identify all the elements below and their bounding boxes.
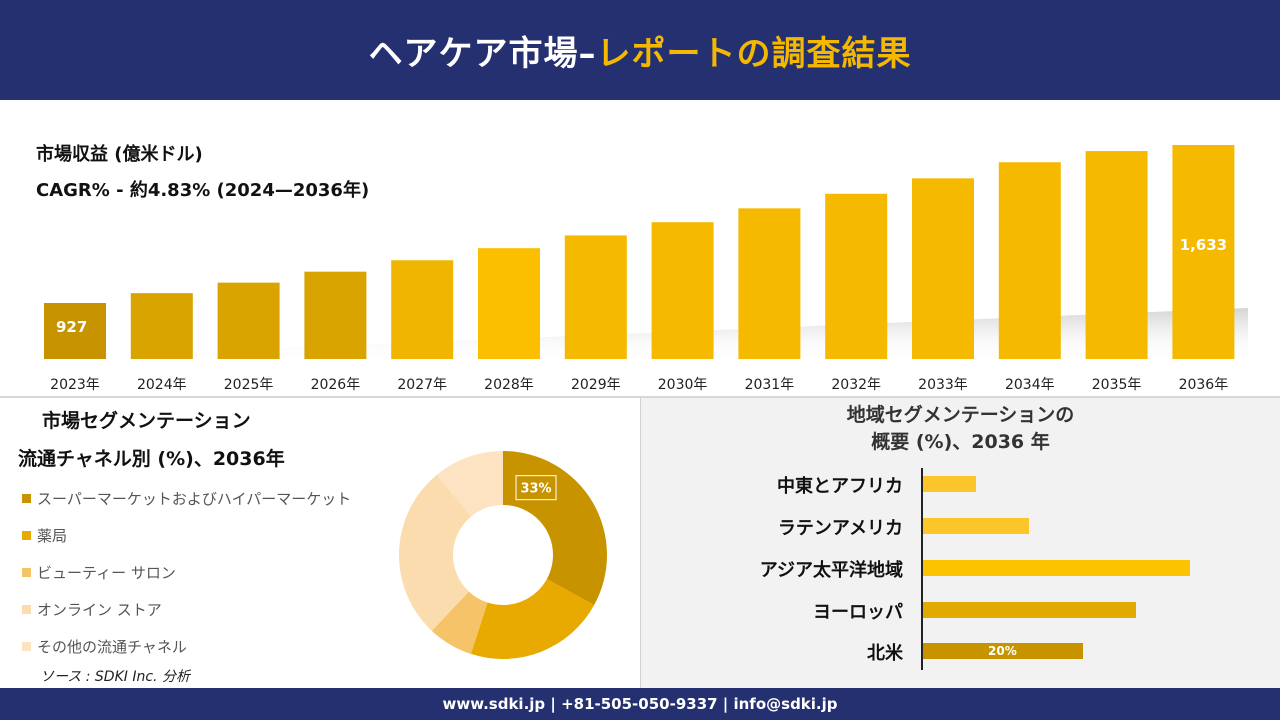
channel-legend: スーパーマーケットおよびハイパーマーケット 薬局 ビューティー サロン オンライ…	[22, 480, 351, 665]
legend-item-pharmacy: 薬局	[22, 517, 351, 554]
legend-label: スーパーマーケットおよびハイパーマーケット	[37, 490, 352, 508]
section-divider	[0, 396, 1280, 398]
revenue-bar	[304, 271, 367, 359]
bar-data-label: 927	[56, 318, 87, 336]
region-bar	[922, 476, 976, 492]
contact-footer: www.sdki.jp | +81-505-050-9337 | info@sd…	[0, 688, 1280, 720]
legend-swatch	[22, 642, 31, 651]
region-row: 北米 20%	[641, 641, 1280, 664]
legend-item-online-store: オンライン ストア	[22, 591, 351, 628]
region-bar	[922, 560, 1190, 576]
legend-label: その他の流通チャネル	[37, 638, 187, 656]
panel-divider	[640, 398, 641, 688]
region-title-line1: 地域セグメンテーションの	[846, 404, 1075, 426]
legend-swatch	[22, 494, 31, 503]
metric-label: 市場収益 (億米ドル)	[36, 144, 203, 165]
donut-data-label: 33%	[520, 482, 551, 497]
x-tick-label: 2023年	[50, 377, 100, 393]
segmentation-title: 市場セグメンテーション	[42, 410, 251, 432]
donut-label-box	[515, 475, 557, 501]
legend-item-beauty-salon: ビューティー サロン	[22, 554, 351, 591]
legend-swatch	[22, 568, 31, 577]
revenue-bar-chart: 2023年 927 2024年 2025年 2026年 2027年 2028年 2029年 20…	[40, 145, 1248, 393]
footer-contact: www.sdki.jp | +81-505-050-9337 | info@sd…	[442, 695, 838, 713]
region-axis-line	[921, 468, 923, 670]
legend-item-supermarkets: スーパーマーケットおよびハイパーマーケット	[22, 480, 351, 517]
revenue-bar	[738, 208, 801, 359]
revenue-bar	[44, 303, 106, 359]
region-row: 中東とアフリカ	[641, 474, 1280, 497]
x-tick-label: 2025年	[224, 377, 274, 393]
x-tick-label: 2027年	[397, 377, 447, 393]
revenue-bar	[564, 235, 627, 359]
x-tick-label: 2032年	[831, 377, 881, 393]
channel-donut-chart: 33%	[399, 451, 607, 659]
donut-slice	[503, 451, 607, 606]
revenue-bar	[651, 222, 714, 359]
report-header: ヘアケア市場–レポートの調査結果	[0, 0, 1280, 100]
revenue-bar	[1085, 151, 1148, 359]
donut-slice	[399, 474, 472, 631]
x-tick-label: 2033年	[918, 377, 968, 393]
source-note: ソース : SDKI Inc. 分析	[40, 669, 190, 685]
legend-label: ビューティー サロン	[37, 564, 176, 582]
x-tick-label: 2030年	[658, 377, 708, 393]
x-tick-label: 2034年	[1005, 377, 1055, 393]
legend-swatch	[22, 605, 31, 614]
x-tick-label: 2035年	[1092, 377, 1142, 393]
x-tick-label: 2029年	[571, 377, 621, 393]
revenue-bar	[825, 193, 888, 359]
revenue-bar	[130, 293, 193, 359]
region-segmentation-panel: 地域セグメンテーションの 概要 (%)、2036 年 中東とアフリカ ラテンアメリ…	[641, 398, 1280, 688]
region-label: 北米	[867, 643, 903, 664]
x-tick-label: 2028年	[484, 377, 534, 393]
region-bar: 20%	[922, 643, 1083, 659]
legend-swatch	[22, 531, 31, 540]
revenue-chart-panel: 2023年 927 2024年 2025年 2026年 2027年 2028年 2029年 20…	[0, 100, 1280, 396]
segmentation-subtitle: 流通チャネル別 (%)、2036年	[18, 448, 285, 470]
region-label: アジア太平洋地域	[759, 560, 903, 581]
x-tick-label: 2024年	[137, 377, 187, 393]
revenue-bar	[912, 178, 974, 359]
region-row: ラテンアメリカ	[641, 516, 1280, 539]
report-title-main: ヘアケア市場–	[368, 33, 597, 74]
region-row: アジア太平洋地域	[641, 558, 1280, 581]
region-bar-label: 20%	[988, 644, 1017, 658]
revenue-bar	[391, 260, 454, 359]
channel-segmentation-panel: 市場セグメンテーション 流通チャネル別 (%)、2036年 スーパーマーケットお…	[0, 398, 640, 688]
report-title-accent: レポートの調査結果	[596, 33, 912, 74]
region-bar	[922, 518, 1030, 534]
region-title: 地域セグメンテーションの 概要 (%)、2036 年	[641, 402, 1280, 456]
x-tick-label: 2036年	[1179, 377, 1229, 393]
region-label: ヨーロッパ	[813, 602, 903, 623]
region-title-line2: 概要 (%)、2036 年	[871, 431, 1050, 453]
revenue-bar	[998, 162, 1061, 359]
revenue-bar	[1172, 145, 1235, 359]
x-tick-label: 2031年	[745, 377, 795, 393]
revenue-bar	[217, 282, 280, 359]
region-row: ヨーロッパ	[641, 600, 1280, 623]
x-tick-label: 2026年	[311, 377, 361, 393]
region-label: ラテンアメリカ	[777, 518, 903, 539]
region-bar	[922, 602, 1137, 618]
legend-item-other-channels: その他の流通チャネル	[22, 628, 351, 665]
donut-slice	[470, 579, 595, 659]
donut-slice	[436, 451, 503, 517]
region-label: 中東とアフリカ	[777, 476, 903, 497]
revenue-bar	[478, 248, 540, 359]
donut-slice	[431, 591, 488, 654]
bar-data-label: 1,633	[1180, 236, 1227, 254]
legend-label: 薬局	[37, 527, 68, 545]
report-title: ヘアケア市場–レポートの調査結果	[369, 26, 912, 75]
cagr-label: CAGR% - 約4.83% (2024—2036年)	[36, 180, 370, 201]
legend-label: オンライン ストア	[37, 601, 162, 619]
